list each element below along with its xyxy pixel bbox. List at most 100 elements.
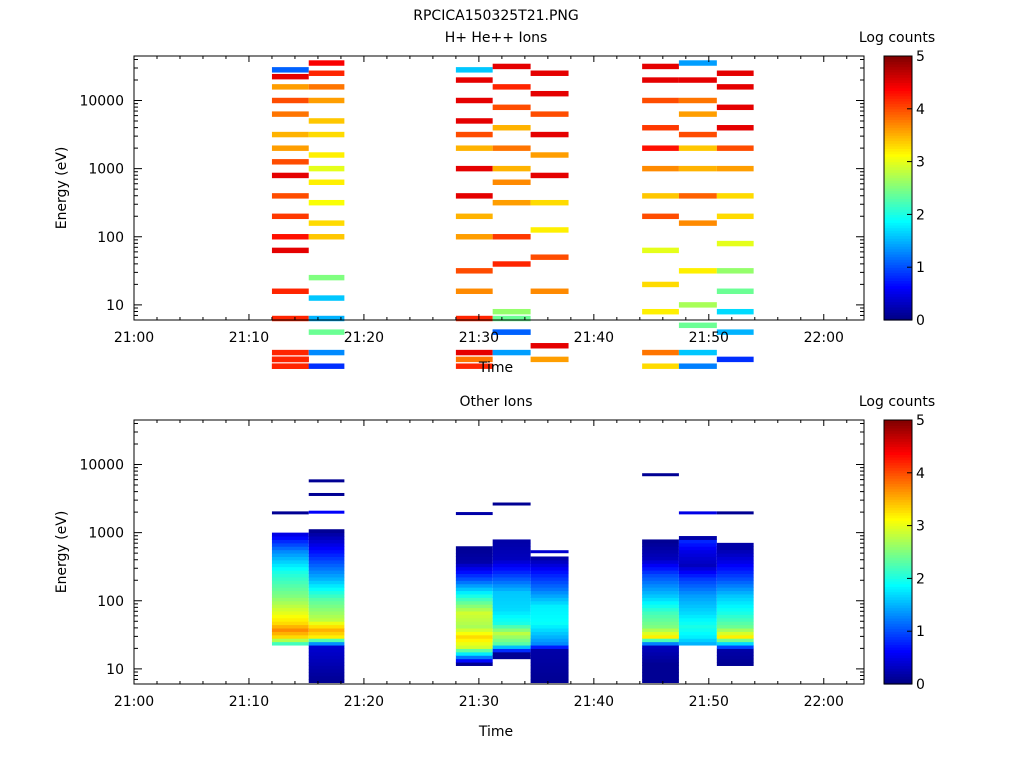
spectrogram-cell (455, 645, 493, 649)
spectrogram-cell (678, 604, 717, 609)
spectrogram-cell (308, 665, 345, 670)
colorbar-segment (884, 435, 912, 440)
colorbar-segment (884, 665, 912, 669)
spectrogram-cell (455, 607, 493, 612)
spectrogram-cell (530, 672, 569, 677)
spectrogram-cell (642, 658, 679, 663)
spectrogram-cell (716, 84, 754, 90)
colorbar-segment (884, 227, 912, 231)
spectrogram-cell (308, 84, 345, 90)
colorbar-tick-label: 4 (916, 466, 925, 482)
colorbar-segment (884, 108, 912, 113)
spectrogram-cell (271, 553, 309, 557)
colorbar-segment (884, 565, 912, 569)
spectrogram-cell (271, 580, 309, 585)
colorbar-segment (884, 612, 912, 616)
spectrogram-cell (678, 546, 717, 551)
colorbar-label: Log counts (859, 394, 935, 410)
spectrogram-cell (308, 621, 345, 626)
spectrogram-cell (530, 641, 569, 646)
colorbar-segment (884, 575, 912, 579)
spectrogram-line (308, 492, 345, 496)
spectrogram-cell (678, 77, 717, 83)
spectrogram-cell (271, 145, 309, 151)
spectrogram-cell (678, 583, 717, 588)
spectrogram-cell (716, 593, 754, 598)
colorbar-segment (884, 164, 912, 168)
spectrogram-cell (716, 329, 754, 335)
spectrogram-cell (530, 563, 569, 568)
spectrogram-cell (455, 628, 493, 632)
spectrogram-cell (642, 573, 679, 578)
colorbar-tick-label: 0 (916, 313, 925, 329)
spectrogram-cell (642, 542, 679, 547)
spectrogram-cell (271, 193, 309, 199)
spectrogram-cell (492, 573, 531, 578)
spectrogram-cell (716, 621, 754, 626)
colorbar-segment (884, 525, 912, 529)
spectrogram-cell (308, 131, 345, 138)
spectrogram-cell (716, 658, 754, 663)
colorbar-segment (884, 496, 912, 500)
spectrogram-cell (678, 268, 717, 274)
spectrogram-cell (716, 70, 754, 76)
spectrogram-cell (716, 597, 754, 602)
colorbar-segment (884, 673, 912, 677)
spectrogram-cell (308, 624, 345, 629)
spectrogram-cell (678, 638, 717, 643)
spectrogram-cell (455, 315, 493, 322)
colorbar-tick-label: 4 (916, 102, 925, 118)
spectrogram-cell (308, 529, 345, 534)
x-tick-label: 21:30 (459, 694, 499, 710)
spectrogram-cell (530, 199, 569, 206)
spectrogram-cell (642, 77, 679, 83)
colorbar-segment (884, 478, 912, 482)
spectrogram-cell (678, 597, 717, 602)
spectrogram-cell (678, 587, 717, 592)
plot-frame (133, 55, 865, 321)
colorbar-segment (884, 63, 912, 68)
spectrogram-cell (271, 111, 309, 117)
spectrogram-cell (271, 349, 309, 356)
spectrogram-cell (492, 145, 531, 151)
colorbar-segment (884, 660, 912, 664)
spectrogram-cell (530, 587, 569, 592)
spectrogram-cell (492, 634, 531, 639)
colorbar-segment (884, 201, 912, 205)
spectrogram-cell (455, 556, 493, 561)
spectrogram-cell (716, 662, 754, 666)
spectrogram-cell (642, 614, 679, 619)
spectrogram-line (455, 512, 493, 516)
colorbar-segment (884, 530, 912, 535)
colorbar-segment (884, 451, 912, 455)
spectrogram-cell (716, 559, 754, 564)
spectrogram-line (492, 502, 531, 506)
colorbar-segment (884, 522, 912, 527)
spectrogram-cell (455, 655, 493, 660)
spectrogram-cell (308, 559, 345, 564)
y-tick-label: 10000 (79, 94, 124, 110)
colorbar-frame (883, 55, 913, 321)
colorbar-segment (884, 636, 912, 640)
spectrogram-cell (308, 634, 345, 639)
colorbar-segment (884, 504, 912, 508)
colorbar-segment (884, 475, 912, 479)
colorbar-segment (884, 188, 912, 192)
spectrogram-cell (642, 546, 679, 551)
spectrogram-cell (271, 641, 309, 646)
colorbar-segment (884, 430, 912, 434)
spectrogram-cell (271, 576, 309, 581)
spectrogram-cell (530, 590, 569, 595)
spectrogram-cell (492, 559, 531, 564)
spectrogram-cell (308, 675, 345, 680)
x-tick-label: 21:30 (459, 330, 499, 346)
colorbar-segment (884, 464, 912, 469)
spectrogram-cell (271, 624, 309, 629)
spectrogram-cell (492, 549, 531, 554)
colorbar-segment (884, 85, 912, 89)
spectrogram-cell (455, 193, 493, 199)
spectrogram-cell (642, 621, 679, 626)
spectrogram-cell (642, 193, 679, 199)
colorbar-segment (884, 58, 912, 62)
